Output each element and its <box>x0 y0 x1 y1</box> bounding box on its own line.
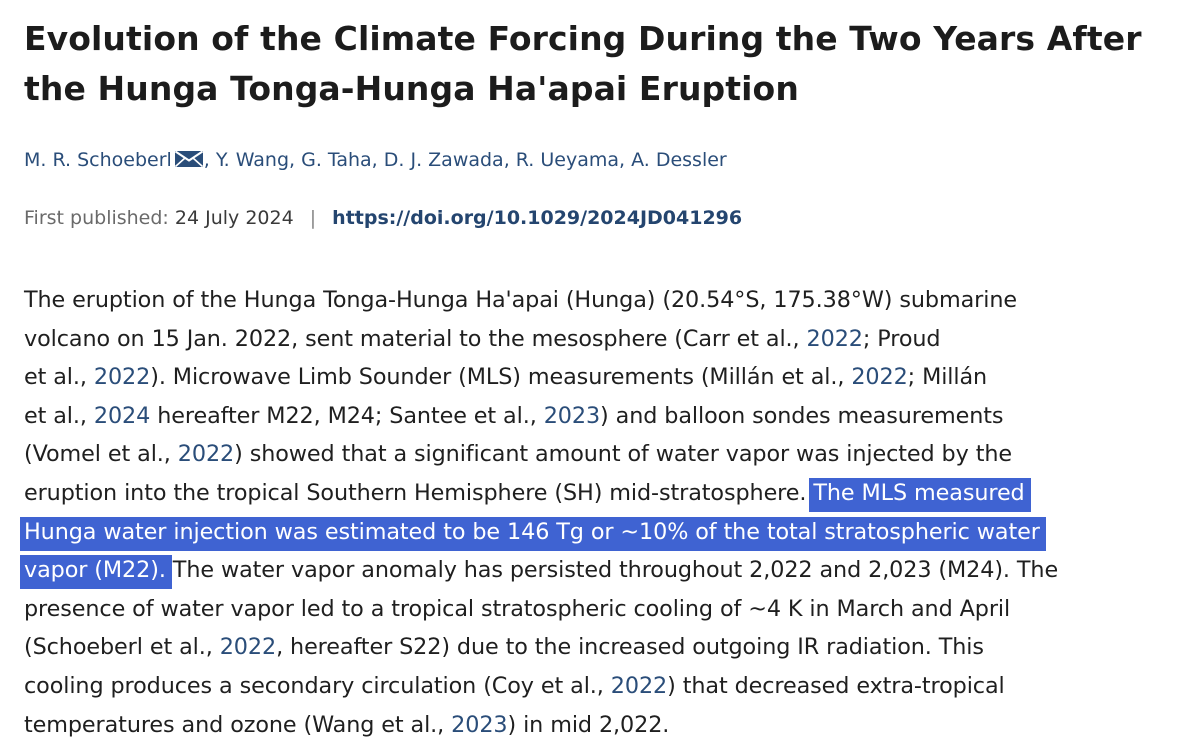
citation-link-coy-2022[interactable]: 2022 <box>610 672 668 699</box>
published-label: First published: <box>24 207 169 229</box>
abstract-text: cooling produces a secondary circulation… <box>24 672 611 699</box>
article-title-line-1: Evolution of the Climate Forcing During … <box>24 19 1142 58</box>
abstract-line: presence of water vapor led to a tropica… <box>24 590 1184 629</box>
author-corresponding[interactable]: M. R. Schoeberl <box>24 149 172 171</box>
abstract-line: Hunga water injection was estimated to b… <box>20 513 1184 552</box>
abstract-text: presence of water vapor led to a tropica… <box>24 595 1011 622</box>
author-list: M. R. Schoeberl , Y. Wang, G. Taha, D. J… <box>24 147 1184 173</box>
abstract-line: eruption into the tropical Southern Hemi… <box>24 474 1184 513</box>
citation-link-millan-2022[interactable]: 2022 <box>851 364 908 391</box>
abstract-line: et al., 2024 hereafter M22, M24; Santee … <box>24 397 1184 436</box>
citation-link-proud-2022[interactable]: 2022 <box>93 364 151 391</box>
abstract-text: volcano on 15 Jan. 2022, sent material t… <box>24 325 807 352</box>
publication-separator: | <box>309 207 317 229</box>
abstract-text: ) in mid 2,022. <box>507 711 670 738</box>
abstract-text: temperatures and ozone (Wang et al., <box>24 711 452 738</box>
abstract-line: volcano on 15 Jan. 2022, sent material t… <box>24 320 1184 359</box>
article-page: Evolution of the Climate Forcing During … <box>20 14 1184 744</box>
published-date: 24 July 2024 <box>174 207 294 229</box>
selected-text[interactable]: The MLS measured <box>809 477 1031 512</box>
doi-link[interactable]: https://doi.org/10.1029/2024JD041296 <box>332 207 743 229</box>
abstract-line: vapor (M22). The water vapor anomaly has… <box>20 551 1184 590</box>
article-title-line-2: the Hunga Tonga-Hunga Ha'apai Eruption <box>24 69 799 108</box>
selected-text[interactable]: Hunga water injection was estimated to b… <box>20 516 1046 551</box>
publication-info: First published: 24 July 2024 | https://… <box>24 205 1184 231</box>
citation-link-wang-2023[interactable]: 2023 <box>451 711 508 738</box>
abstract-text: et al., <box>24 402 94 429</box>
article-title: Evolution of the Climate Forcing During … <box>24 14 1184 114</box>
abstract-text: The eruption of the Hunga Tonga-Hunga Ha… <box>24 287 1017 313</box>
author-coauthors[interactable]: , Y. Wang, G. Taha, D. J. Zawada, R. Uey… <box>203 149 727 171</box>
abstract-text: ) that decreased extra-tropical <box>667 672 1005 699</box>
abstract-line: et al., 2022). Microwave Limb Sounder (M… <box>24 358 1184 397</box>
abstract-text: hereafter M22, M24; Santee et al., <box>150 402 544 429</box>
citation-link-carr-2022[interactable]: 2022 <box>806 325 863 352</box>
abstract-text: ) and balloon sondes measurements <box>600 402 1004 429</box>
abstract-line: (Vomel et al., 2022) showed that a signi… <box>24 435 1184 474</box>
abstract-text: eruption into the tropical Southern Hemi… <box>24 479 814 506</box>
abstract-text: ). Microwave Limb Sounder (MLS) measurem… <box>150 364 852 391</box>
abstract-text: (Schoeberl et al., <box>24 634 220 661</box>
abstract-text: The water vapor anomaly has persisted th… <box>165 557 1059 584</box>
abstract-line: The eruption of the Hunga Tonga-Hunga Ha… <box>24 281 1184 320</box>
mail-icon[interactable] <box>174 150 204 168</box>
selected-text[interactable]: vapor (M22). <box>20 555 172 590</box>
abstract-line: temperatures and ozone (Wang et al., 202… <box>24 706 1184 744</box>
abstract-paragraph: The eruption of the Hunga Tonga-Hunga Ha… <box>20 281 1184 744</box>
citation-link-vomel-2022[interactable]: 2022 <box>177 441 235 468</box>
abstract-text: (Vomel et al., <box>24 441 178 468</box>
abstract-line: cooling produces a secondary circulation… <box>24 667 1184 706</box>
citation-link-santee-2023[interactable]: 2023 <box>543 402 601 429</box>
abstract-text: , hereafter S22) due to the increased ou… <box>276 634 984 661</box>
abstract-text: ; Proud <box>862 325 941 352</box>
abstract-text: ) showed that a significant amount of wa… <box>234 441 1012 468</box>
citation-link-millan-2024[interactable]: 2024 <box>93 402 151 429</box>
citation-link-schoeberl-2022[interactable]: 2022 <box>219 634 277 661</box>
abstract-line: (Schoeberl et al., 2022, hereafter S22) … <box>24 628 1184 667</box>
abstract-text: et al., <box>24 364 94 391</box>
abstract-text: ; Millán <box>907 364 988 391</box>
